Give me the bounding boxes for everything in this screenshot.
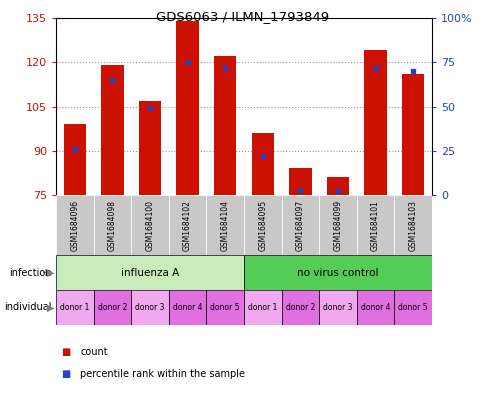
Bar: [93, 290, 131, 325]
Bar: [288, 169, 311, 195]
Text: donor 3: donor 3: [135, 303, 165, 312]
Bar: [63, 124, 86, 195]
Bar: [101, 65, 123, 195]
Bar: [326, 177, 348, 195]
Text: GSM1684102: GSM1684102: [183, 200, 192, 251]
Bar: [318, 290, 356, 325]
Text: donor 5: donor 5: [210, 303, 240, 312]
Text: donor 5: donor 5: [398, 303, 427, 312]
Text: GDS6063 / ILMN_1793849: GDS6063 / ILMN_1793849: [156, 10, 328, 23]
Bar: [206, 290, 243, 325]
Bar: [131, 290, 168, 325]
Text: GSM1684098: GSM1684098: [107, 200, 117, 251]
Bar: [131, 195, 168, 255]
Text: GSM1684104: GSM1684104: [220, 200, 229, 251]
Text: GSM1684103: GSM1684103: [408, 200, 417, 251]
Bar: [281, 195, 318, 255]
Text: GSM1684095: GSM1684095: [258, 200, 267, 251]
Text: donor 2: donor 2: [97, 303, 127, 312]
Bar: [56, 255, 243, 290]
Bar: [318, 195, 356, 255]
Bar: [363, 50, 386, 195]
Bar: [206, 195, 243, 255]
Text: infection: infection: [9, 268, 51, 277]
Bar: [281, 290, 318, 325]
Text: ▶: ▶: [47, 268, 54, 277]
Bar: [168, 290, 206, 325]
Text: donor 1: donor 1: [60, 303, 90, 312]
Text: donor 1: donor 1: [248, 303, 277, 312]
Bar: [93, 195, 131, 255]
Bar: [56, 195, 93, 255]
Text: GSM1684101: GSM1684101: [370, 200, 379, 251]
Text: GSM1684096: GSM1684096: [70, 200, 79, 251]
Bar: [243, 290, 281, 325]
Text: GSM1684100: GSM1684100: [145, 200, 154, 251]
Text: ▶: ▶: [47, 303, 54, 312]
Text: donor 4: donor 4: [172, 303, 202, 312]
Bar: [243, 195, 281, 255]
Text: donor 2: donor 2: [285, 303, 315, 312]
Bar: [251, 133, 273, 195]
Text: percentile rank within the sample: percentile rank within the sample: [80, 369, 245, 379]
Bar: [356, 195, 393, 255]
Text: GSM1684097: GSM1684097: [295, 200, 304, 251]
Bar: [56, 290, 93, 325]
Text: ■: ■: [60, 369, 70, 379]
Bar: [168, 195, 206, 255]
Bar: [393, 195, 431, 255]
Bar: [243, 255, 431, 290]
Bar: [138, 101, 161, 195]
Text: donor 3: donor 3: [322, 303, 352, 312]
Text: no virus control: no virus control: [297, 268, 378, 277]
Text: donor 4: donor 4: [360, 303, 390, 312]
Bar: [356, 290, 393, 325]
Bar: [176, 21, 198, 195]
Text: influenza A: influenza A: [121, 268, 179, 277]
Text: GSM1684099: GSM1684099: [333, 200, 342, 251]
Bar: [213, 56, 236, 195]
Bar: [393, 290, 431, 325]
Bar: [401, 74, 424, 195]
Text: ■: ■: [60, 347, 70, 357]
Text: count: count: [80, 347, 107, 357]
Text: individual: individual: [4, 303, 51, 312]
